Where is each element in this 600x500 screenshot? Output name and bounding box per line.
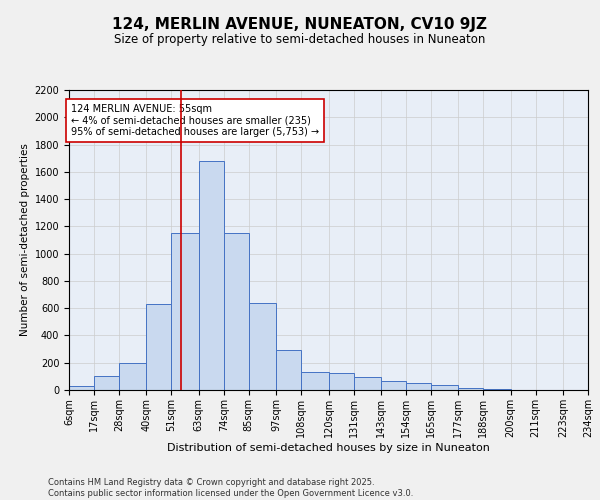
Bar	[381, 381, 406, 390]
Bar	[406, 383, 431, 390]
Bar	[249, 302, 276, 390]
Bar	[329, 373, 353, 390]
Bar	[483, 388, 511, 390]
Bar	[172, 233, 199, 390]
Bar	[301, 372, 329, 390]
Text: 124 MERLIN AVENUE: 55sqm
← 4% of semi-detached houses are smaller (235)
95% of s: 124 MERLIN AVENUE: 55sqm ← 4% of semi-de…	[71, 104, 319, 137]
Bar	[431, 385, 458, 390]
Bar	[69, 386, 94, 390]
Bar	[146, 304, 172, 390]
Bar	[224, 233, 249, 390]
Bar	[458, 388, 483, 390]
Bar	[353, 377, 381, 390]
X-axis label: Distribution of semi-detached houses by size in Nuneaton: Distribution of semi-detached houses by …	[167, 442, 490, 452]
Text: Size of property relative to semi-detached houses in Nuneaton: Size of property relative to semi-detach…	[115, 32, 485, 46]
Text: 124, MERLIN AVENUE, NUNEATON, CV10 9JZ: 124, MERLIN AVENUE, NUNEATON, CV10 9JZ	[113, 18, 487, 32]
Text: Contains HM Land Registry data © Crown copyright and database right 2025.
Contai: Contains HM Land Registry data © Crown c…	[48, 478, 413, 498]
Bar	[94, 376, 119, 390]
Y-axis label: Number of semi-detached properties: Number of semi-detached properties	[20, 144, 31, 336]
Bar	[276, 350, 301, 390]
Bar	[119, 362, 146, 390]
Bar	[199, 161, 224, 390]
